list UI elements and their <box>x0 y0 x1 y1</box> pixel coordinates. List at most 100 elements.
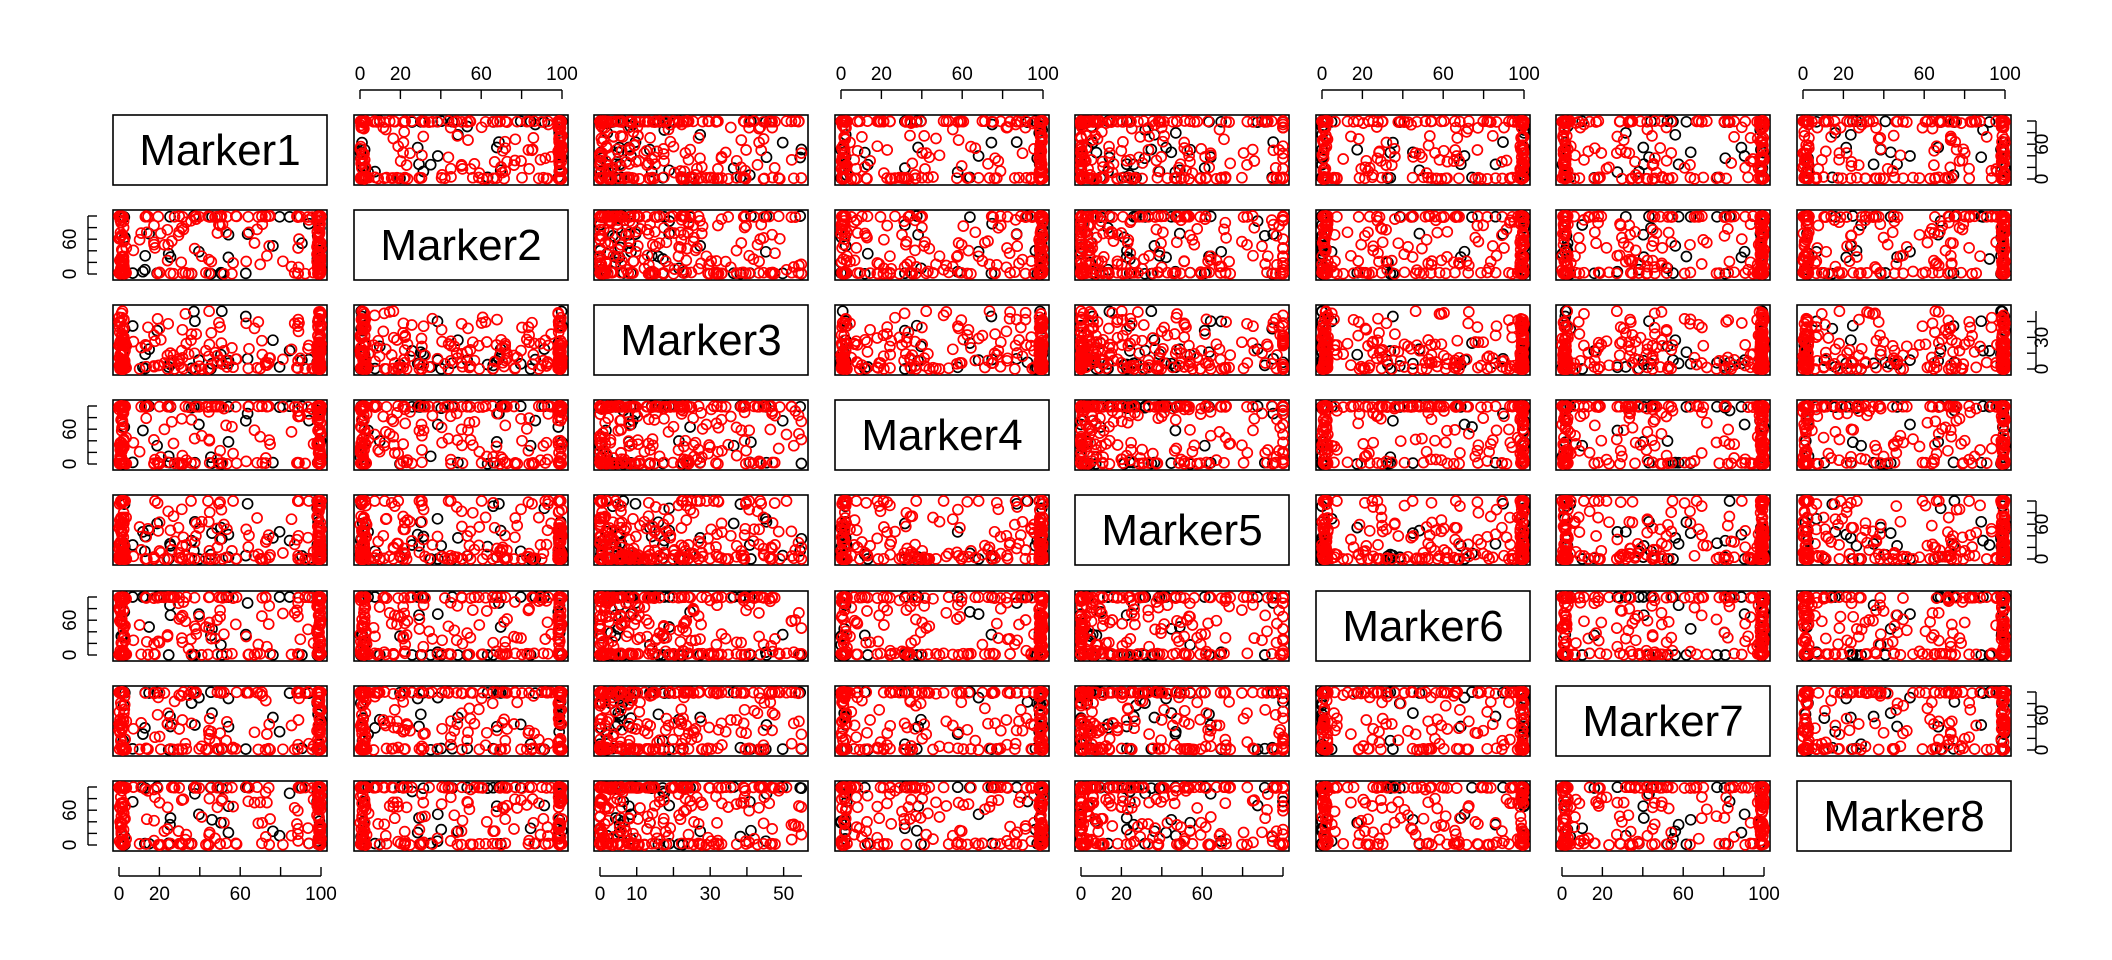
panel-frame-r7-c2 <box>353 685 569 757</box>
data-point <box>1019 307 1032 319</box>
data-point <box>884 250 896 263</box>
data-point <box>445 171 457 183</box>
diagonal-label-marker1: Marker1 <box>139 126 300 175</box>
panel-points-r1-c5 <box>1075 115 1289 185</box>
data-point <box>1267 136 1280 148</box>
data-point <box>793 115 805 128</box>
data-point <box>695 227 708 240</box>
data-point <box>1497 136 1509 148</box>
data-point <box>451 130 464 142</box>
data-point <box>1574 242 1587 254</box>
panel-points-r2-c7 <box>1556 210 1770 280</box>
data-point <box>851 115 864 128</box>
data-point <box>874 211 887 223</box>
panel-points-r1-c4 <box>835 115 1049 185</box>
data-point <box>858 146 871 159</box>
data-point <box>1894 149 1907 162</box>
data-point <box>1169 127 1182 139</box>
data-point <box>462 134 474 146</box>
data-point <box>1075 139 1088 152</box>
data-point <box>1256 240 1268 253</box>
data-point <box>838 131 851 143</box>
data-point <box>604 172 617 185</box>
data-point <box>1215 115 1228 128</box>
data-point <box>488 156 501 168</box>
data-point <box>962 244 975 257</box>
data-point <box>1928 159 1940 171</box>
data-point <box>189 315 201 328</box>
data-point <box>1134 131 1147 143</box>
data-point <box>659 115 672 128</box>
data-point <box>473 167 486 179</box>
data-point <box>885 172 898 185</box>
data-point <box>1246 143 1259 156</box>
data-point <box>964 211 976 223</box>
data-point <box>152 210 165 223</box>
data-point <box>1218 133 1230 146</box>
data-point <box>498 172 510 185</box>
panel-frame-r8-c4 <box>834 780 1050 852</box>
panel-frame-r5-c2 <box>353 494 569 566</box>
panel-frame-r3-c5 <box>1074 304 1290 376</box>
data-point <box>738 171 751 184</box>
panel-frames: Marker1Marker2Marker3Marker4Marker5Marke… <box>112 114 2012 852</box>
data-point <box>400 159 413 171</box>
panel-frame-r7-c1 <box>112 685 328 757</box>
data-point <box>1975 151 1988 164</box>
data-point <box>923 151 936 164</box>
data-point <box>494 115 506 128</box>
data-point <box>985 136 998 149</box>
diagonal-label-marker8: Marker8 <box>1823 792 1984 841</box>
data-point <box>735 237 748 249</box>
data-point <box>532 172 545 185</box>
data-point <box>596 121 609 134</box>
data-point <box>139 263 151 276</box>
data-point <box>1451 132 1464 144</box>
data-point <box>594 167 607 179</box>
data-point <box>540 172 553 185</box>
data-point <box>424 158 437 171</box>
data-point <box>1168 328 1181 340</box>
data-point <box>1277 140 1289 153</box>
data-point <box>431 115 444 128</box>
data-point <box>1143 130 1155 143</box>
data-point <box>1028 115 1040 128</box>
data-point <box>972 172 985 184</box>
panel-frame-r3-c6 <box>1315 304 1531 376</box>
data-point <box>1654 142 1667 154</box>
data-point <box>398 172 410 185</box>
data-point <box>1081 172 1094 184</box>
panel-frame-r2-c7 <box>1555 209 1771 281</box>
data-point <box>463 115 476 127</box>
data-point <box>1103 140 1115 153</box>
data-point <box>1001 121 1013 134</box>
panel-frame-r6-c3 <box>593 590 809 662</box>
data-point <box>139 249 152 262</box>
panel-frame-r4-c8 <box>1796 399 2012 471</box>
data-point <box>850 242 863 254</box>
data-point <box>1241 115 1254 128</box>
data-point <box>763 115 776 128</box>
data-point <box>675 171 688 184</box>
data-point <box>724 121 737 134</box>
panel-frame-r8-c5 <box>1074 780 1290 852</box>
data-point <box>385 172 398 184</box>
data-point <box>1174 158 1187 171</box>
data-point <box>1728 131 1740 143</box>
panel-frame-r6-c7 <box>1555 590 1771 662</box>
data-point <box>1486 240 1499 252</box>
data-point <box>1420 233 1433 246</box>
data-point <box>684 143 697 156</box>
data-point <box>769 247 781 260</box>
data-point <box>615 115 628 128</box>
panel-points-r3-c2 <box>354 305 568 375</box>
panel-frame-r3-c1 <box>112 304 328 376</box>
data-point <box>379 123 392 136</box>
data-point <box>615 160 627 172</box>
data-point <box>979 236 991 249</box>
data-point <box>539 152 552 165</box>
data-point <box>1637 141 1650 154</box>
data-point <box>680 172 693 185</box>
diagonal-label-marker4: Marker4 <box>861 411 1022 460</box>
data-point <box>634 115 646 128</box>
